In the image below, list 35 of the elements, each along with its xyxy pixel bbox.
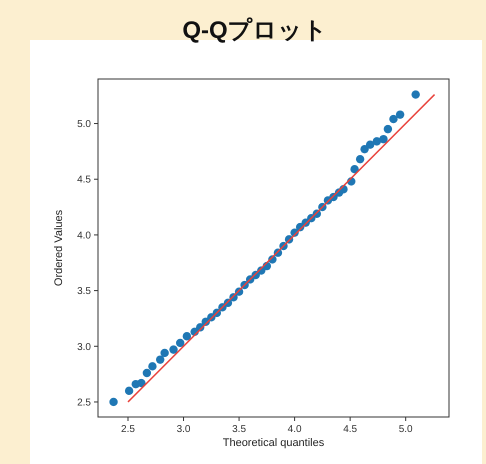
point: [350, 165, 359, 174]
x-tick-label: 5.0: [398, 424, 414, 435]
point: [176, 338, 184, 348]
y-tick-label: 4.0: [77, 230, 92, 242]
point: [148, 362, 157, 371]
point: [124, 386, 134, 396]
point: [182, 332, 192, 340]
y-tick-label: 2.5: [77, 397, 92, 408]
point: [384, 124, 392, 134]
point: [372, 137, 381, 146]
point: [389, 114, 398, 124]
x-tick-label: 2.5: [121, 424, 136, 435]
point: [366, 140, 374, 149]
y-tick-label: 3.0: [77, 342, 92, 353]
point: [396, 110, 404, 119]
point: [169, 345, 178, 354]
y-tick-label: 5.0: [77, 119, 92, 130]
y-tick-label: 3.5: [77, 286, 92, 298]
y-tick-label: 4.5: [77, 174, 92, 186]
point: [160, 348, 169, 358]
point: [109, 398, 118, 406]
x-tick-label: 4.5: [343, 424, 358, 435]
x-tick-label: 3.0: [176, 424, 191, 435]
point: [360, 144, 369, 154]
point: [356, 154, 364, 164]
x-tick-label: 3.5: [232, 424, 246, 435]
chart-title: Q-Qプロット: [182, 17, 328, 44]
point: [137, 378, 146, 388]
point: [156, 355, 164, 364]
point: [142, 368, 152, 378]
x-tick-label: 4.0: [288, 424, 302, 435]
x-axis-title: Theoretical quantiles: [222, 437, 325, 449]
point: [411, 90, 420, 99]
point: [379, 134, 388, 144]
y-axis-title: Ordered Values: [53, 209, 65, 286]
